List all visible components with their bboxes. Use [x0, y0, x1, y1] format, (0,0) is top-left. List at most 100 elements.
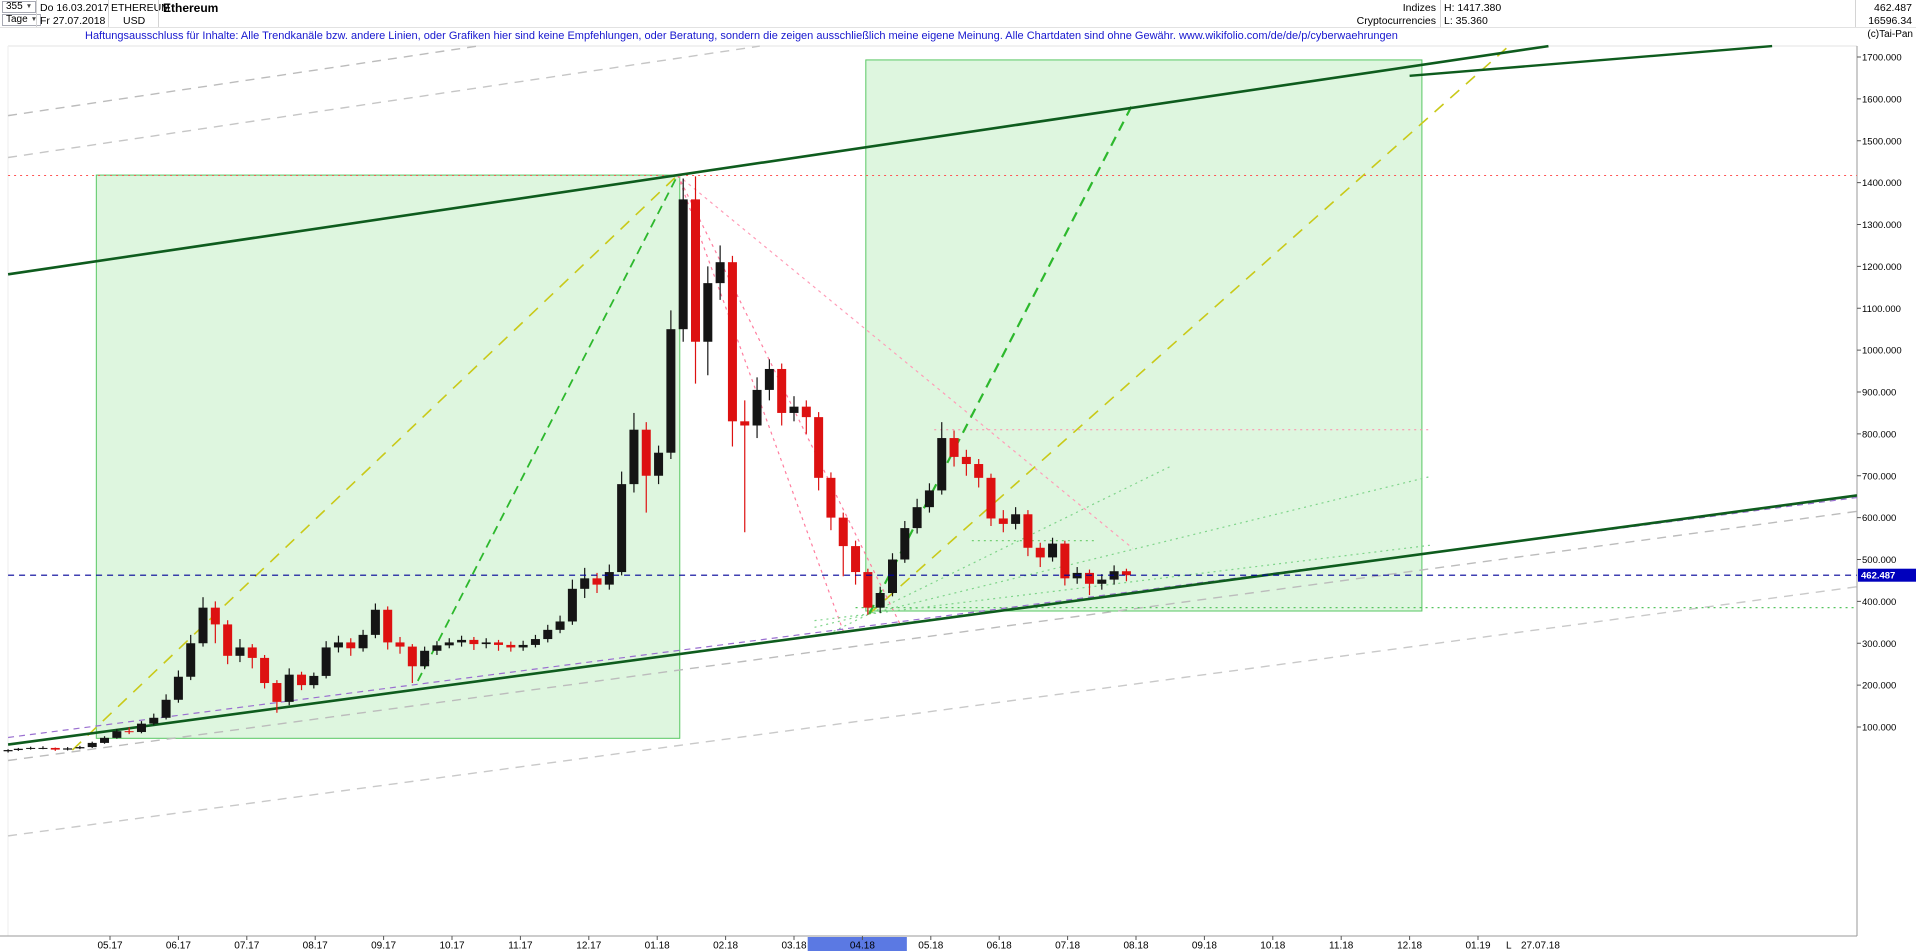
candle-body — [161, 699, 171, 718]
x-axis-label: 01.18 — [645, 941, 670, 952]
candle-body — [937, 438, 947, 491]
candle-body — [75, 747, 85, 749]
candle-body — [358, 634, 368, 649]
y-axis-label: 500.000 — [1862, 555, 1896, 566]
candle-body — [112, 731, 122, 738]
candle-body — [518, 644, 528, 648]
candle-body — [949, 438, 959, 457]
x-axis-label: 02.18 — [713, 941, 738, 952]
candle-body — [370, 609, 380, 635]
period-dropdown[interactable]: Tage ▼ — [2, 14, 42, 26]
candle-body — [124, 731, 134, 733]
candle-body — [1084, 572, 1094, 584]
candle-body — [838, 517, 848, 547]
candle-body — [887, 559, 897, 593]
candle-body — [1035, 547, 1045, 558]
x-axis-label: 07.17 — [234, 941, 259, 952]
candle-body — [481, 642, 491, 645]
x-axis-label: 05.17 — [97, 941, 122, 952]
y-axis-label: 1000.000 — [1862, 346, 1902, 357]
y-axis-label: 1500.000 — [1862, 136, 1902, 147]
candle-body — [691, 199, 701, 342]
x-axis-label: 12.17 — [576, 941, 601, 952]
candle-body — [555, 621, 565, 630]
candle-body — [863, 572, 873, 608]
last-date-label: 27.07.18 — [1521, 941, 1560, 952]
candle-body — [506, 644, 516, 648]
candle-body — [1097, 579, 1107, 584]
quote-value-1: 462.487 — [1874, 2, 1912, 14]
y-axis-label: 1600.000 — [1862, 94, 1902, 105]
candle-body — [530, 639, 540, 645]
candle-body — [198, 607, 208, 644]
header-separator — [36, 0, 37, 27]
header-separator — [1855, 0, 1856, 27]
candle-body — [38, 747, 48, 749]
candle-body — [814, 417, 824, 478]
y-axis-label: 900.000 — [1862, 388, 1896, 399]
candle-body — [383, 609, 393, 643]
y-axis-label: 600.000 — [1862, 513, 1896, 524]
candle-body — [272, 683, 282, 702]
candle-body — [186, 643, 196, 677]
fan-pink-shallow — [677, 174, 1133, 549]
candle-body — [87, 742, 97, 748]
candle-body — [1023, 514, 1033, 548]
candle-body — [457, 639, 467, 643]
low-value: L: 35.360 — [1444, 15, 1488, 27]
candle-body — [63, 748, 73, 750]
candle-body — [986, 477, 996, 519]
x-axis-label: 07.18 — [1055, 941, 1080, 952]
candle-body — [100, 737, 110, 743]
candle-body — [284, 674, 294, 702]
y-axis-label: 400.000 — [1862, 597, 1896, 608]
candle-body — [420, 650, 430, 667]
channel-darkgreen-lower — [7, 494, 1858, 746]
candle-body — [136, 723, 146, 733]
instrument-title: Ethereum — [163, 1, 219, 15]
candle-body — [764, 368, 774, 390]
x-axis-label: 11.17 — [508, 941, 533, 952]
candle-body — [912, 507, 922, 529]
candle-body — [1121, 571, 1131, 576]
candle-body — [494, 642, 504, 645]
candle-body — [592, 578, 602, 585]
timeline-selection[interactable] — [807, 937, 907, 951]
candle-body — [3, 750, 13, 752]
fan-yellow-2018 — [868, 45, 1510, 615]
x-axis-label: 04.18 — [850, 941, 875, 952]
candle-body — [333, 642, 343, 648]
bars-count-dropdown[interactable]: 355 ▼ — [2, 1, 37, 13]
candle-body — [851, 546, 861, 573]
candle-body — [469, 639, 479, 645]
y-axis-label: 1200.000 — [1862, 262, 1902, 273]
x-axis-label: 09.17 — [371, 941, 396, 952]
x-axis-label: 03.18 — [781, 941, 806, 952]
x-axis-label: 01.19 — [1465, 941, 1490, 952]
candle-body — [260, 657, 270, 684]
candle-body — [223, 624, 233, 656]
channel-gray-top-1 — [7, 45, 478, 117]
candle-body — [727, 262, 737, 422]
candle-body — [654, 452, 664, 476]
candle-body — [629, 429, 639, 485]
chevron-down-icon: ▼ — [25, 3, 33, 10]
date-to: Fr 27.07.2018 — [40, 15, 106, 27]
y-axis-label: 100.000 — [1862, 723, 1896, 734]
candle-body — [1109, 571, 1119, 580]
candle-body — [998, 518, 1008, 524]
y-axis-label: 300.000 — [1862, 639, 1896, 650]
current-price-label: 462.487 — [1861, 571, 1895, 582]
x-axis-label: 10.17 — [439, 941, 464, 952]
x-axis-label: 06.18 — [987, 941, 1012, 952]
x-axis-label: 08.18 — [1123, 941, 1148, 952]
y-axis-label: 1700.000 — [1862, 53, 1902, 64]
candle-body — [752, 389, 762, 426]
y-axis-label: 700.000 — [1862, 471, 1896, 482]
current-price-marker — [1858, 568, 1916, 582]
candle-body — [875, 593, 885, 608]
header-divider — [0, 27, 1916, 28]
disclaimer-text: Haftungsausschluss für Inhalte: Alle Tre… — [85, 30, 1398, 42]
candle-body — [961, 456, 971, 465]
